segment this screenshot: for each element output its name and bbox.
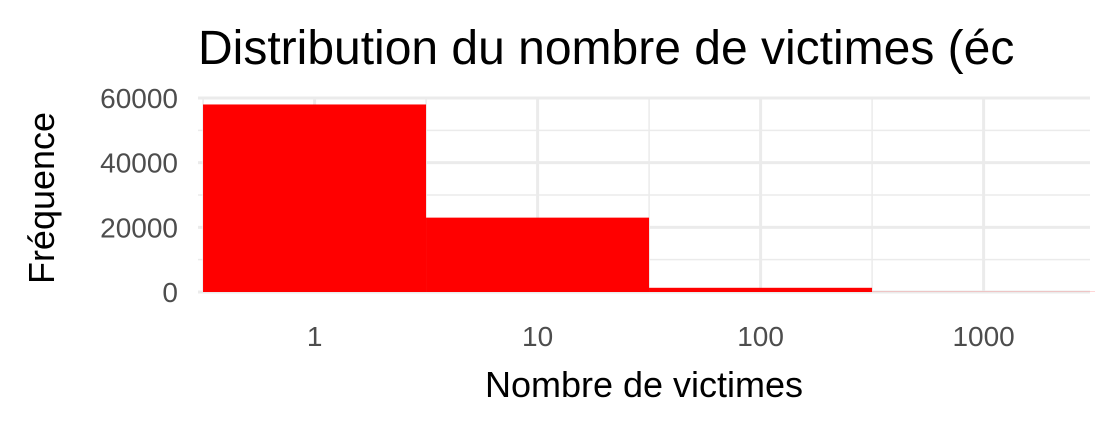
histogram-bar <box>649 287 873 292</box>
histogram-bar <box>426 217 650 292</box>
x-axis-title: Nombre de victimes <box>485 364 803 405</box>
x-tick-label: 100 <box>737 321 784 352</box>
histogram-bars <box>203 104 1096 292</box>
chart-title: Distribution du nombre de victimes (éc <box>198 22 1014 75</box>
y-axis-title: Fréquence <box>21 112 62 284</box>
y-tick-label: 20000 <box>100 212 178 243</box>
x-axis-ticks: 1 10 100 1000 <box>307 321 1015 352</box>
y-axis-ticks: 0 20000 40000 60000 <box>100 83 178 308</box>
histogram-bar <box>203 104 427 292</box>
y-tick-label: 40000 <box>100 148 178 179</box>
x-tick-label: 1 <box>307 321 323 352</box>
x-tick-label: 1000 <box>952 321 1014 352</box>
y-tick-label: 0 <box>162 277 178 308</box>
y-tick-label: 60000 <box>100 83 178 114</box>
x-tick-label: 10 <box>522 321 553 352</box>
